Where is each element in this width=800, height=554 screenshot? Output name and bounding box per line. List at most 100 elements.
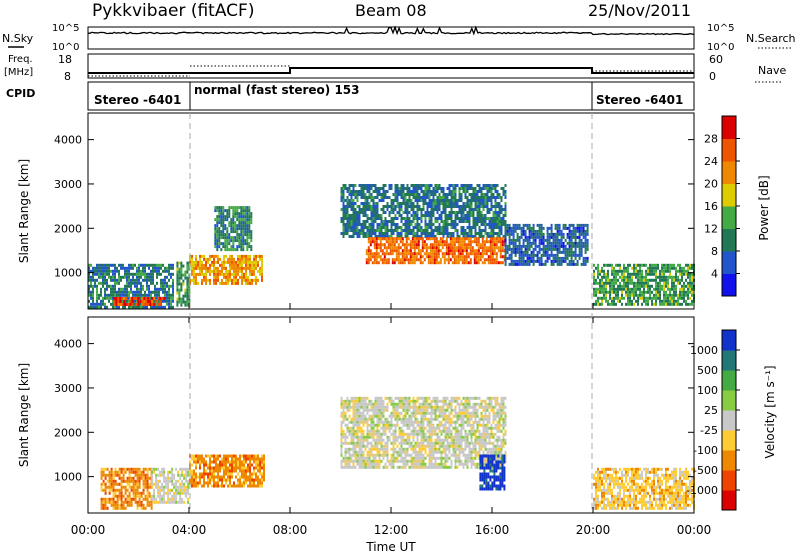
heatmap-cell bbox=[599, 272, 601, 276]
heatmap-cell bbox=[203, 472, 205, 476]
heatmap-cell bbox=[121, 297, 124, 300]
heatmap-cell bbox=[383, 261, 386, 265]
heatmap-cell bbox=[235, 275, 237, 279]
heatmap-cell bbox=[144, 479, 147, 483]
heatmap-cell bbox=[685, 290, 687, 294]
heatmap-cell bbox=[582, 244, 585, 248]
heatmap-cell bbox=[494, 232, 497, 235]
heatmap-cell bbox=[112, 278, 114, 282]
heatmap-cell bbox=[108, 497, 111, 501]
heatmap-cell bbox=[448, 211, 451, 214]
heatmap-cell bbox=[362, 226, 365, 229]
heatmap-cell bbox=[449, 240, 452, 244]
heatmap-cell bbox=[402, 184, 405, 187]
heatmap-cell bbox=[356, 402, 359, 406]
heatmap-cell bbox=[611, 263, 613, 267]
heatmap-cell bbox=[444, 214, 447, 217]
heatmap-cell bbox=[394, 229, 397, 232]
heatmap-cell bbox=[367, 252, 370, 256]
heatmap-cell bbox=[418, 193, 421, 196]
heatmap-cell bbox=[245, 266, 247, 270]
heatmap-cell bbox=[344, 208, 347, 211]
heatmap-cell bbox=[175, 482, 178, 486]
heatmap-cell bbox=[450, 208, 453, 211]
heatmap-cell bbox=[611, 269, 613, 273]
heatmap-cell bbox=[469, 261, 472, 265]
heatmap-cell bbox=[370, 232, 373, 235]
heatmap-cell bbox=[106, 272, 108, 276]
heatmap-cell bbox=[603, 287, 605, 291]
heatmap-cell bbox=[393, 240, 396, 244]
heatmap-cell bbox=[364, 214, 367, 217]
heatmap-cell bbox=[246, 230, 249, 234]
heatmap-cell bbox=[619, 296, 621, 300]
heatmap-cell bbox=[155, 473, 158, 477]
heatmap-cell bbox=[566, 256, 569, 260]
heatmap-cell bbox=[362, 453, 365, 457]
heatmap-cell bbox=[360, 453, 363, 457]
heatmap-cell bbox=[215, 266, 217, 270]
heatmap-cell bbox=[603, 296, 605, 300]
heatmap-cell bbox=[445, 246, 448, 250]
heatmap-cell bbox=[400, 190, 403, 193]
heatmap-cell bbox=[504, 226, 507, 230]
heatmap-cell bbox=[118, 473, 121, 477]
heatmap-cell bbox=[536, 253, 539, 257]
heatmap-cell bbox=[146, 482, 149, 486]
heatmap-cell bbox=[369, 252, 372, 256]
heatmap-cell bbox=[655, 299, 657, 303]
heatmap-cell bbox=[460, 226, 463, 229]
heatmap-cell bbox=[440, 214, 443, 217]
heatmap-cell bbox=[358, 450, 361, 454]
heatmap-cell bbox=[249, 454, 251, 458]
heatmap-cell bbox=[412, 184, 415, 187]
heatmap-cell bbox=[631, 266, 633, 270]
heatmap-cell bbox=[368, 459, 371, 463]
heatmap-cell bbox=[253, 260, 255, 264]
heatmap-cell bbox=[224, 218, 227, 222]
heatmap-cell bbox=[452, 211, 455, 214]
heatmap-cell bbox=[148, 485, 151, 489]
heatmap-cell bbox=[413, 237, 416, 241]
heatmap-cell bbox=[382, 187, 385, 190]
heatmap-cell bbox=[439, 240, 442, 244]
heatmap-cell bbox=[364, 456, 367, 460]
freq-tick-top: 18 bbox=[58, 53, 72, 66]
heatmap-cell bbox=[518, 253, 521, 257]
heatmap-cell bbox=[261, 263, 263, 267]
heatmap-cell bbox=[552, 235, 555, 239]
heatmap-cell bbox=[237, 460, 239, 464]
heatmap-cell bbox=[568, 229, 571, 233]
nsearch-tick-bottom: 10^0 bbox=[707, 42, 734, 53]
heatmap-cell bbox=[470, 235, 473, 238]
heatmap-cell bbox=[506, 250, 509, 254]
heatmap-cell bbox=[546, 238, 549, 242]
heatmap-cell bbox=[518, 244, 521, 248]
heatmap-cell bbox=[425, 252, 428, 256]
heatmap-cell bbox=[436, 226, 439, 229]
heatmap-cell bbox=[653, 302, 655, 306]
heatmap-cell bbox=[619, 266, 621, 270]
heatmap-cell bbox=[118, 503, 121, 507]
heatmap-cell bbox=[158, 287, 160, 291]
heatmap-cell bbox=[586, 256, 589, 260]
heatmap-cell bbox=[348, 399, 351, 403]
heatmap-cell bbox=[475, 258, 478, 262]
heatmap-cell bbox=[677, 296, 679, 300]
heatmap-cell bbox=[458, 196, 461, 199]
heatmap-cell bbox=[354, 399, 357, 403]
heatmap-cell bbox=[419, 255, 422, 259]
heatmap-cell bbox=[489, 255, 492, 259]
heatmap-cell bbox=[124, 467, 127, 471]
heatmap-cell bbox=[370, 408, 373, 412]
heatmap-cell bbox=[92, 284, 94, 288]
heatmap-cell bbox=[574, 241, 577, 245]
heatmap-cell bbox=[404, 193, 407, 196]
heatmap-cell bbox=[401, 261, 404, 265]
heatmap-cell bbox=[362, 208, 365, 211]
heatmap-cell bbox=[120, 278, 122, 282]
heatmap-cell bbox=[132, 266, 134, 270]
heatmap-cell bbox=[213, 466, 215, 470]
heatmap-cell bbox=[356, 399, 359, 403]
heatmap-cell bbox=[236, 245, 239, 249]
